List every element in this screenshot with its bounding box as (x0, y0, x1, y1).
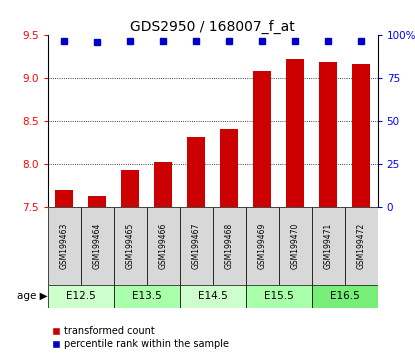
Bar (55, 190, 73, 207)
Bar (180, 207, 213, 285)
Bar (187, 137, 205, 207)
Bar (213, 207, 246, 285)
Bar (154, 162, 172, 207)
Text: GSM199469: GSM199469 (258, 223, 267, 269)
Text: GSM199467: GSM199467 (192, 223, 201, 269)
Bar (312, 285, 378, 308)
Bar (48, 207, 81, 285)
Bar (114, 207, 147, 285)
Bar (286, 59, 304, 207)
Text: E15.5: E15.5 (264, 291, 293, 302)
Bar (246, 207, 279, 285)
Bar (246, 285, 312, 308)
Bar (345, 207, 378, 285)
Bar (220, 129, 238, 207)
Bar (81, 207, 114, 285)
Text: E16.5: E16.5 (330, 291, 359, 302)
Bar (147, 207, 180, 285)
Text: GSM199468: GSM199468 (225, 223, 234, 269)
Text: GSM199471: GSM199471 (324, 223, 333, 269)
Text: age ▶: age ▶ (17, 291, 48, 302)
Bar (121, 170, 139, 207)
Text: E13.5: E13.5 (132, 291, 161, 302)
Text: GSM199463: GSM199463 (60, 223, 69, 269)
Text: E14.5: E14.5 (198, 291, 227, 302)
Legend: transformed count, percentile rank within the sample: transformed count, percentile rank withi… (53, 326, 229, 349)
Bar (312, 207, 345, 285)
Text: E12.5: E12.5 (66, 291, 95, 302)
Bar (180, 285, 246, 308)
Bar (114, 285, 180, 308)
Bar (253, 70, 271, 207)
Bar (48, 285, 114, 308)
Text: GSM199472: GSM199472 (356, 223, 366, 269)
Text: GSM199470: GSM199470 (290, 223, 300, 269)
Title: GDS2950 / 168007_f_at: GDS2950 / 168007_f_at (130, 20, 295, 34)
Text: GSM199465: GSM199465 (126, 223, 135, 269)
Text: GSM199466: GSM199466 (159, 223, 168, 269)
Bar (352, 64, 370, 207)
Bar (88, 196, 106, 207)
Bar (319, 62, 337, 207)
Bar (279, 207, 312, 285)
Text: GSM199464: GSM199464 (93, 223, 102, 269)
